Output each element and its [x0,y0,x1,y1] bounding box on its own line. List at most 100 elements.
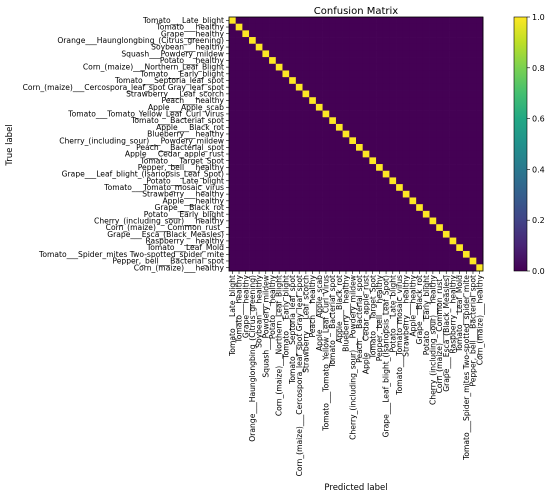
y-tick-label: Tomato___Leaf_Mold [146,243,224,252]
heatmap-cell [396,30,404,38]
heatmap-cell [229,43,237,51]
heatmap-cell [322,197,330,205]
heatmap-cell [449,224,457,232]
heatmap-cell [255,30,263,38]
heatmap-cell [235,70,243,78]
heatmap-cell [389,264,397,272]
heatmap-cell [476,257,484,265]
y-tick-label: Pepper,_bell___healthy [138,163,225,172]
heatmap-cell [349,190,357,198]
heatmap-cell [416,217,424,225]
heatmap-cell [342,237,350,245]
heatmap-cell [335,23,343,31]
heatmap-cell [229,103,237,111]
heatmap-cell [242,217,250,225]
heatmap-cell [369,164,377,172]
heatmap-cell [402,63,410,71]
heatmap-cell [396,70,404,78]
heatmap-cell [422,257,430,265]
heatmap-cell [382,97,390,105]
heatmap-cell [376,117,384,125]
heatmap-cell [476,244,484,252]
heatmap-cell [456,177,464,185]
heatmap-cell [342,150,350,158]
heatmap-cell [289,63,297,71]
heatmap-cell [249,210,257,218]
heatmap-cell [335,224,343,232]
heatmap-cell [349,177,357,185]
heatmap-cell [269,17,277,25]
heatmap-cell [382,177,390,185]
heatmap-cell [275,137,283,145]
heatmap-cell [329,157,337,165]
heatmap-cell [309,17,317,25]
heatmap-cell [462,110,470,118]
heatmap-cell [422,177,430,185]
heatmap-cell [356,117,364,125]
heatmap-cell [462,217,470,225]
heatmap-cell [389,244,397,252]
heatmap-cell [382,110,390,118]
heatmap-cell [436,157,444,165]
heatmap-cell [402,17,410,25]
heatmap-cell [342,90,350,98]
heatmap-frame [228,16,484,272]
heatmap-cell [242,184,250,192]
heatmap-cell [456,103,464,111]
heatmap-cell [396,224,404,232]
heatmap-cell [242,230,250,238]
heatmap-cell [289,244,297,252]
heatmap-cell [469,197,477,205]
heatmap-cell [442,264,450,272]
heatmap-cell [242,57,250,65]
heatmap-cell [262,204,270,212]
heatmap-cell [335,63,343,71]
heatmap-cell [376,210,384,218]
heatmap-cell [476,70,484,78]
heatmap-cell [242,190,250,198]
heatmap-cell [462,177,470,185]
heatmap-cell [469,83,477,91]
heatmap-cell [382,157,390,165]
heatmap-cell [402,144,410,152]
heatmap-cell [282,204,290,212]
heatmap-cell [282,264,290,272]
heatmap-cell [402,103,410,111]
heatmap-cell [436,23,444,31]
heatmap-cell [442,204,450,212]
heatmap-cell [436,103,444,111]
heatmap-cell [249,110,257,118]
heatmap-cell [242,130,250,138]
heatmap-cell [356,83,364,91]
heatmap-cell [362,97,370,105]
heatmap-cell [429,164,437,172]
heatmap-cell [235,144,243,152]
heatmap-cell [289,70,297,78]
heatmap-cell [469,184,477,192]
heatmap-cell [416,150,424,158]
heatmap-cell [342,37,350,45]
heatmap-cell [422,110,430,118]
heatmap-cell [382,130,390,138]
heatmap-cell [235,83,243,91]
heatmap-cell [442,177,450,185]
heatmap-cell [289,23,297,31]
heatmap-cell [249,77,257,85]
heatmap-cell [389,83,397,91]
heatmap-cell [449,144,457,152]
heatmap-cell-diagonal [376,164,384,172]
heatmap-cell [275,17,283,25]
heatmap-cell [449,83,457,91]
heatmap-cell [302,97,310,105]
heatmap-cell [369,144,377,152]
heatmap-cell [462,204,470,212]
heatmap-cell [282,97,290,105]
heatmap-cell-diagonal [416,204,424,212]
heatmap-cell [302,170,310,178]
heatmap-cell [476,90,484,98]
heatmap-cell [449,217,457,225]
heatmap-cell [229,137,237,145]
heatmap-cell [396,237,404,245]
heatmap-cell [389,210,397,218]
heatmap-cell [329,204,337,212]
